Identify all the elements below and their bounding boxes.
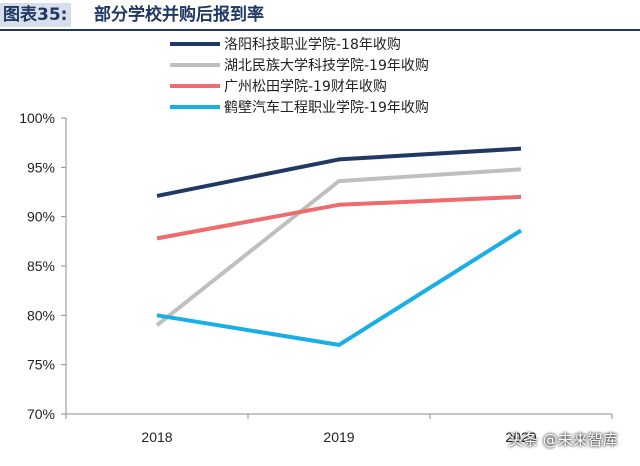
y-tick-label: 85% [27,258,55,274]
y-tick-label: 100% [19,110,55,126]
series-line-4 [156,228,523,347]
legend-label: 湖北民族大学科技学院-19年收购 [224,58,429,74]
y-tick-label: 80% [27,307,55,323]
legend-label: 广州松田学院-19财年收购 [224,79,387,95]
y-tick-label: 95% [27,159,55,175]
figure-title: 部分学校并购后报到率 [94,5,264,25]
series-line-2 [155,167,522,327]
y-tick-label: 75% [27,357,55,373]
series-line-3 [156,194,522,241]
x-tick-label: 2020 [505,429,536,445]
watermark: 头条 @未来智库 [508,431,618,449]
y-tick-label: 70% [27,406,55,422]
legend-label: 鹤壁汽车工程职业学院-19年收购 [224,99,429,116]
y-tick-label: 90% [27,209,55,225]
x-tick-label: 2019 [323,429,354,445]
x-tick-label: 2018 [141,429,172,445]
legend-label: 洛阳科技职业学院-18年收购 [224,37,401,53]
figure-label: 图表35: [0,3,72,27]
series-line-1 [156,146,522,198]
header-divider [0,29,640,31]
figure-header: 图表35: 部分学校并购后报到率 [0,0,640,31]
